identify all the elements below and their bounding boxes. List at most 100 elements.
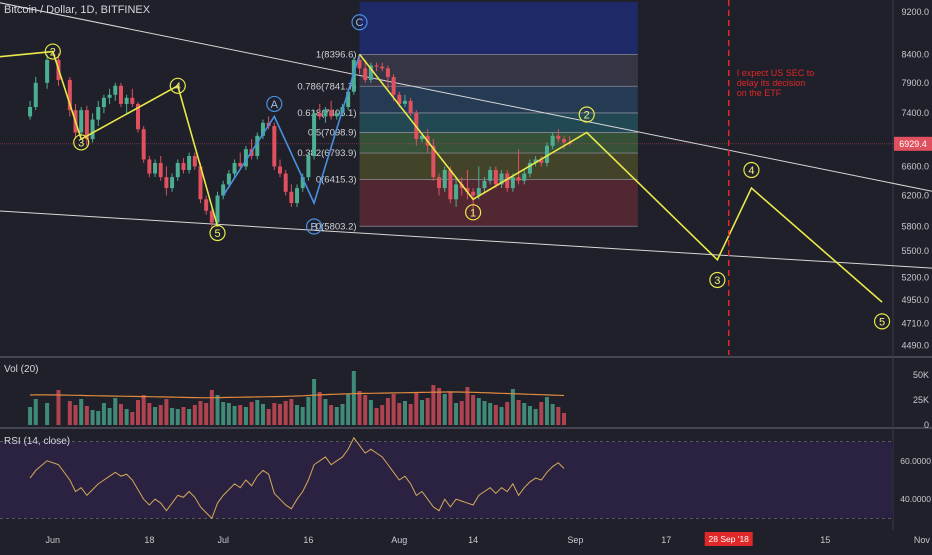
volume-bar [323,399,328,425]
candle-body [300,177,305,189]
time-axis-label: 17 [661,535,671,545]
volume-bar [175,409,180,425]
candle-body [391,76,396,95]
candle-body [28,107,33,117]
candle-body [118,85,123,104]
price-scale-label: 6200.0 [901,191,929,201]
wave-label-circle [709,271,726,289]
target-zone-band [359,2,638,55]
candle-body [510,177,515,189]
price-scale-label: 5500.0 [901,246,929,256]
volume-bar [482,401,487,425]
time-axis-label: Aug [391,535,407,545]
volume-bar [198,401,203,425]
rsi-line [29,436,565,520]
candle-body [130,97,135,104]
volume-bar [295,405,300,425]
fib-level-label: 0.382(6793.9) [297,148,356,159]
volume-bar [107,408,112,425]
candle-body [153,162,158,174]
volume-bar [476,398,481,425]
volume-bar [141,395,146,425]
volume-bar [505,402,510,425]
fib-zone [359,54,638,87]
candle-body [397,94,402,104]
volume-bar [136,400,140,425]
rsi-scale-label: 40.0000 [900,494,931,504]
wave-label-circle [743,161,760,179]
volume-bar [312,379,317,425]
candle-body [402,100,407,104]
candle-body [141,129,146,160]
candle-body [113,85,118,95]
candle-body [187,155,192,170]
candle-body [448,169,453,200]
volume-bar [516,400,521,425]
trendline [0,2,932,192]
volume-bar [346,394,351,425]
volume-bar [431,385,436,425]
candle-body [476,188,481,196]
price-scale-label: 4490.0 [901,341,929,351]
volume-bar [101,403,106,425]
volume-scale-label: 25K [913,395,929,405]
volume-bar [187,409,192,425]
candle-body [556,135,561,140]
price-scale-label: 4710.0 [901,318,929,328]
volume-bar [158,405,163,425]
fib-level-label: 0(6415.3) [316,175,357,186]
volume-bar [243,407,248,425]
volume-bar [209,390,214,425]
candle-body [380,66,385,69]
volume-bar [550,404,555,425]
time-axis-label: 18 [144,535,154,545]
volume-bar [181,407,186,425]
candle-body [323,110,328,117]
candle-body [181,162,186,170]
volume-bar [226,403,231,425]
volume-bar [33,399,38,425]
candle-body [198,166,203,200]
wave-label: 5 [214,228,220,240]
volume-bar [522,403,527,425]
volume-bar [67,401,72,425]
time-axis-label: Nov [914,535,931,545]
elliott-wave-projection [358,53,883,303]
candle-body [243,149,248,167]
candle-body [317,113,322,117]
wave-label: 5 [879,316,885,328]
candle-body [175,162,180,178]
volume-bar [272,403,277,425]
time-axis-label: Jul [217,535,229,545]
candle-body [488,169,493,181]
candle-body [260,122,265,136]
volume-bar [221,402,226,425]
volume-bar [397,403,402,425]
candle-body [215,195,220,223]
candle-body [226,173,231,185]
date-tag [704,532,753,546]
volume-bar [420,400,424,425]
candle-body [232,162,237,174]
wave-label: A [271,99,279,111]
wave-label: 4 [748,165,754,177]
volume-bar [454,403,459,425]
fib-level-label: 0.5(7098.9) [308,128,357,139]
volume-bar [289,399,294,425]
wave-label: C [356,17,364,29]
fib-zone [359,132,638,153]
candle-body [90,119,95,140]
price-scale-label: 5800.0 [901,222,929,232]
volume-bar [368,400,373,425]
time-axis-label: 14 [468,535,478,545]
fib-level-label: 1(8396.6) [316,49,357,60]
volume-bar [306,397,311,425]
volume-bar [448,392,453,425]
volume-bar [340,404,345,425]
candle-body [363,68,368,80]
wave-label-circle [578,106,595,123]
candle-body [516,177,521,181]
abc-correction-path [222,54,361,206]
